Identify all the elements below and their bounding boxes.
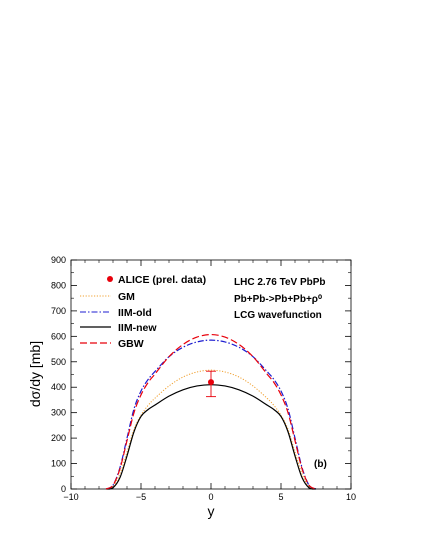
y-tick-label: 0 [61, 484, 66, 494]
x-axis-label: y [208, 503, 215, 519]
annotation-wavefunction: LCG wavefunction [234, 310, 322, 321]
series-line-gm [105, 369, 317, 490]
annotation-energy: LHC 2.76 TeV PbPb [234, 277, 326, 288]
y-tick-label: 400 [51, 382, 66, 392]
y-axis-label: dσ/dy [mb] [27, 341, 43, 407]
y-tick-label: 600 [51, 331, 66, 341]
y-tick-label: 500 [51, 357, 66, 367]
legend-label-data: ALICE (prel. data) [118, 274, 206, 286]
legend-marker-data [107, 276, 113, 282]
y-tick-label: 900 [51, 255, 66, 265]
x-tick-label: 10 [346, 492, 356, 502]
legend-label-gbw: GBW [118, 338, 144, 350]
x-tick-label: 0 [208, 492, 213, 502]
x-tick-label: −10 [63, 492, 78, 502]
data-point-alice [208, 379, 214, 386]
annotation-reaction: Pb+Pb->Pb+Pb+ρ⁰ [234, 294, 322, 305]
legend: ALICE (prel. data) GM IIM-old IIM-new GB… [80, 274, 206, 350]
x-tick-label: 5 [278, 492, 283, 502]
series-line-iim-old [105, 339, 317, 490]
y-tick-label: 800 [51, 280, 66, 290]
legend-label-gm: GM [118, 291, 135, 303]
y-tick-label: 700 [51, 306, 66, 316]
y-tick-label: 100 [51, 459, 66, 469]
x-tick-label: −5 [136, 492, 146, 502]
series-line-gbw [105, 333, 317, 490]
data-point-group [206, 370, 216, 398]
y-tick-label: 300 [51, 408, 66, 418]
curves [105, 333, 317, 490]
legend-label-iim-old: IIM-old [118, 307, 152, 319]
annotation-panel: (b) [314, 459, 327, 470]
legend-label-iim-new: IIM-new [118, 322, 157, 334]
y-tick-label: 200 [51, 433, 66, 443]
